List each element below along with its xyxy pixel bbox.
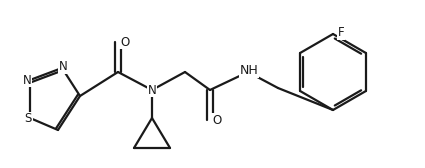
Text: N: N [59,60,68,74]
Text: O: O [120,35,130,49]
Text: O: O [212,114,221,127]
Text: S: S [24,113,32,125]
Text: NH: NH [240,64,258,76]
Text: N: N [147,83,156,96]
Text: F: F [338,27,344,39]
Text: N: N [23,74,31,87]
